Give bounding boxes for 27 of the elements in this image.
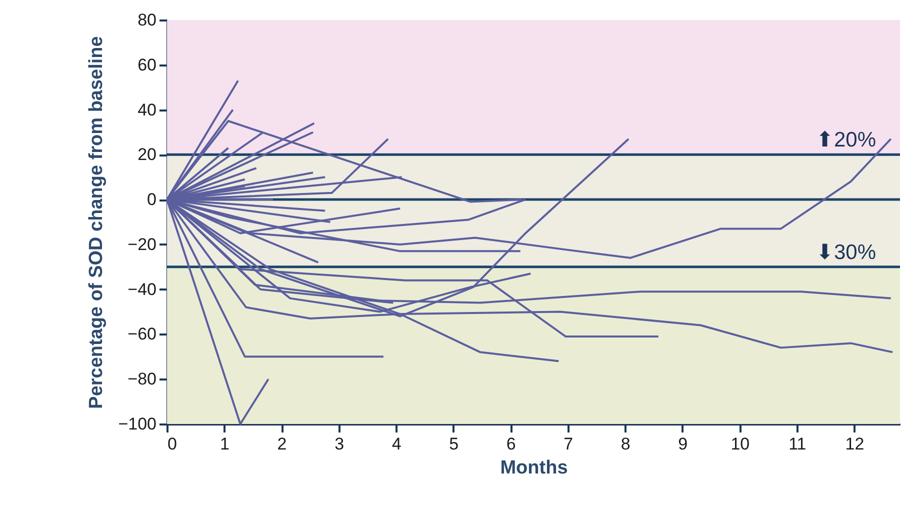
x-tick-label: 6 <box>506 434 516 454</box>
x-tick-label: 4 <box>392 434 402 454</box>
y-tick-label: −100 <box>118 414 156 434</box>
ref-line-label: ⬇30% <box>816 240 876 264</box>
y-tick-label: −60 <box>128 324 156 344</box>
y-tick-label: 0 <box>147 190 156 210</box>
x-tick-label: 10 <box>730 434 750 454</box>
x-tick-label: 7 <box>564 434 574 454</box>
x-tick-label: 5 <box>449 434 459 454</box>
x-tick-label: 11 <box>788 434 806 454</box>
x-tick-label: 2 <box>277 434 287 454</box>
y-tick-label: 40 <box>138 100 156 120</box>
x-tick-label: 9 <box>678 434 688 454</box>
ref-line-label: ⬆20% <box>816 128 876 152</box>
x-tick-label: 1 <box>220 434 230 454</box>
x-axis-title: Months <box>500 458 568 478</box>
y-tick-label: 20 <box>138 145 156 164</box>
y-tick-label: −80 <box>128 370 156 389</box>
x-tick-label: 8 <box>620 434 630 454</box>
x-tick-label: 0 <box>168 434 177 454</box>
x-tick-label: 12 <box>845 434 864 454</box>
x-tick-label: 3 <box>334 434 344 454</box>
y-tick-label: 80 <box>138 10 156 30</box>
y-tick-label: 60 <box>138 55 156 74</box>
y-tick-label: −40 <box>128 280 156 299</box>
y-tick-label: −20 <box>128 234 156 254</box>
y-axis-title: Percentage of SOD change from baseline <box>86 36 108 409</box>
